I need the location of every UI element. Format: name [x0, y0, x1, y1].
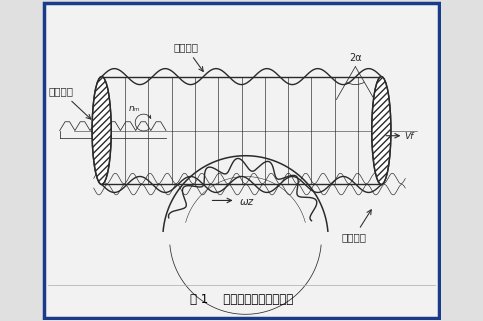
Text: 图 1    蜗杆砂轮与齿轮的啮合: 图 1 蜗杆砂轮与齿轮的啮合	[190, 293, 293, 306]
Ellipse shape	[92, 77, 111, 185]
Text: nₘ: nₘ	[128, 104, 140, 113]
Ellipse shape	[372, 77, 391, 185]
Text: 假想齿条: 假想齿条	[49, 87, 91, 119]
Text: 被磨齿轮: 被磨齿轮	[341, 210, 371, 242]
Text: 2α: 2α	[349, 53, 362, 64]
Text: Vf: Vf	[404, 133, 414, 142]
Text: 蜗杆砂轮: 蜗杆砂轮	[173, 43, 203, 71]
FancyBboxPatch shape	[44, 3, 439, 318]
Text: ωz: ωz	[240, 197, 254, 207]
